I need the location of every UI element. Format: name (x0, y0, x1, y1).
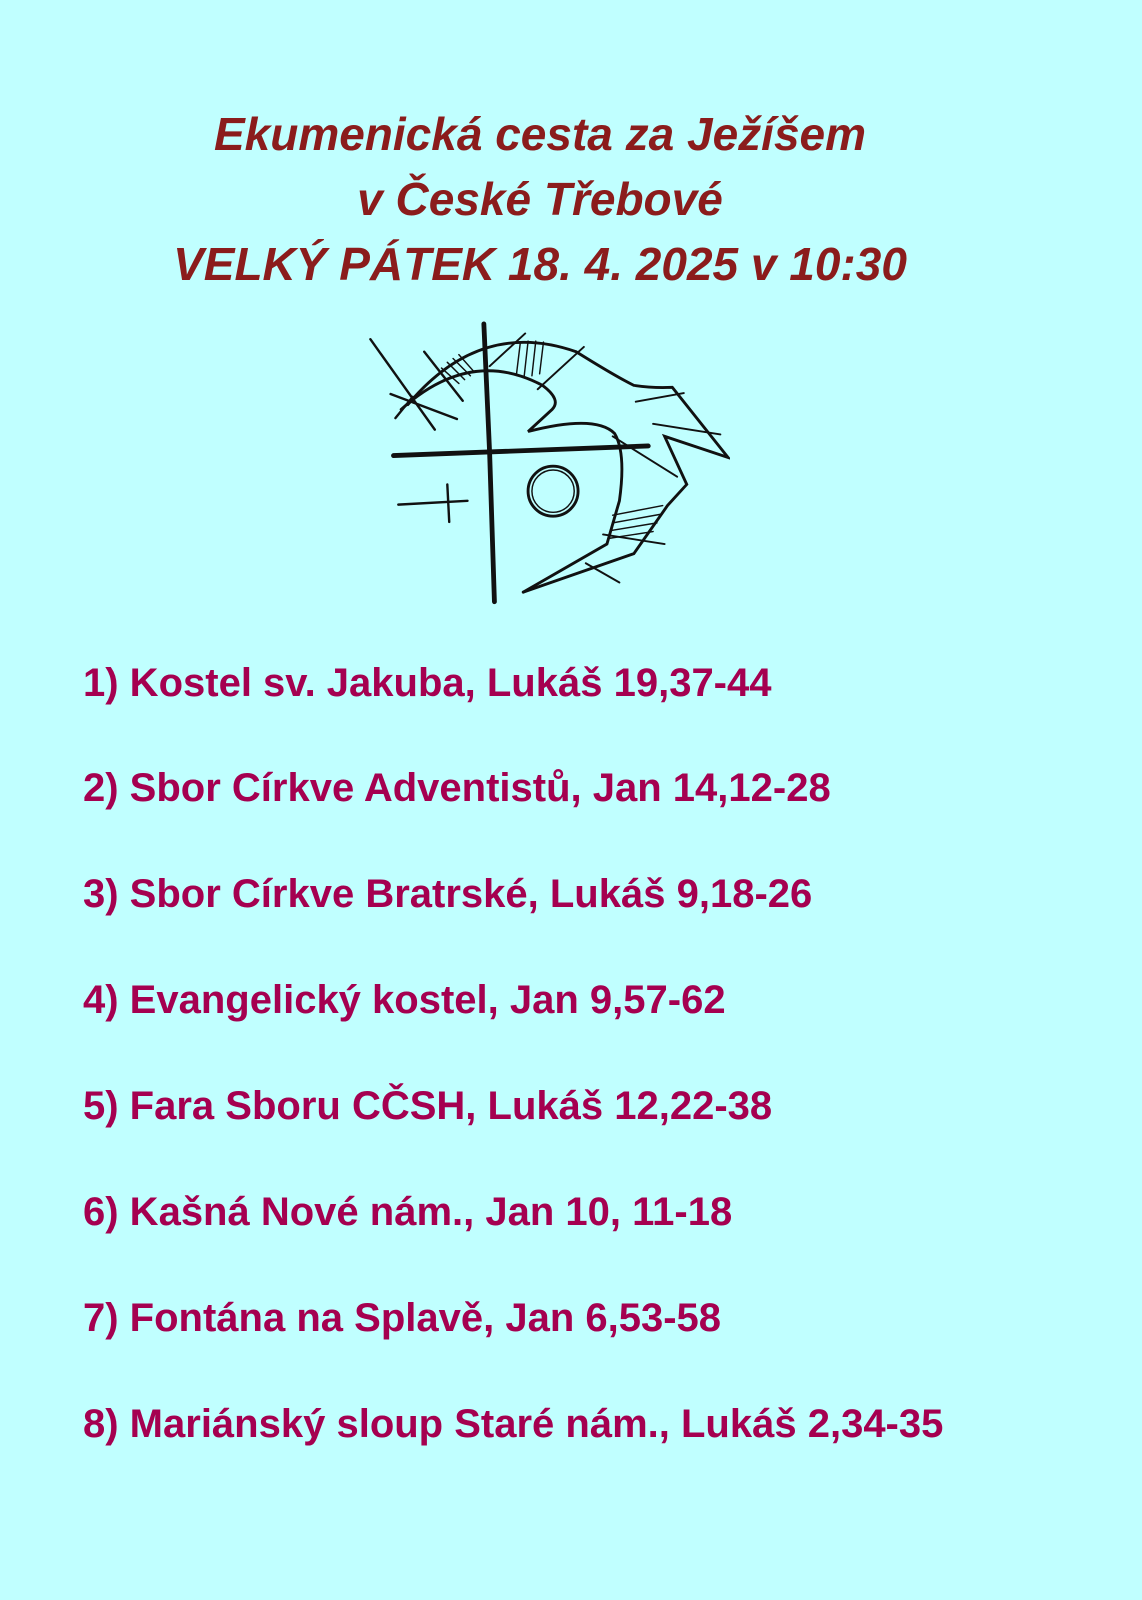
station-item: 3) Sbor Církve Bratrské, Lukáš 9,18-26 (83, 872, 813, 916)
station-item: 2) Sbor Církve Adventistů, Jan 14,12-28 (83, 766, 831, 810)
station-item: 7) Fontána na Splavě, Jan 6,53-58 (83, 1296, 722, 1340)
station-item: 1) Kostel sv. Jakuba, Lukáš 19,37-44 (83, 661, 772, 705)
station-item: 8) Mariánský sloup Staré nám., Lukáš 2,3… (83, 1402, 944, 1446)
station-item: 5) Fara Sboru CČSH, Lukáš 12,22-38 (83, 1084, 773, 1128)
cross-and-fish-sketch-icon (369, 321, 730, 605)
station-item: 6) Kašná Nové nám., Jan 10, 11-18 (83, 1190, 733, 1234)
title-line-2: v České Třebové (357, 173, 723, 225)
title-line-3-date: VELKÝ PÁTEK 18. 4. 2025 v 10:30 (173, 238, 907, 290)
station-item: 4) Evangelický kostel, Jan 9,57-62 (83, 978, 726, 1022)
title-line-1: Ekumenická cesta za Ježíšem (213, 108, 867, 160)
